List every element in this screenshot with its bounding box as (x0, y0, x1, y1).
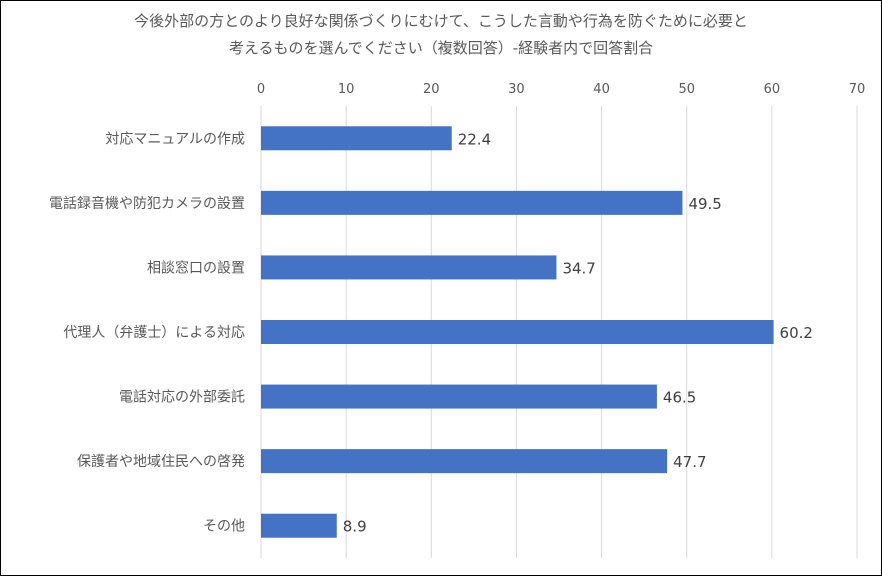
data-label: 34.7 (562, 259, 595, 277)
data-label: 47.7 (673, 453, 706, 471)
category-label: 保護者や地域住民への啓発 (77, 454, 245, 470)
category-labels: 対応マニュアルの作成電話録音機や防犯カメラの設置相談窓口の設置代理人（弁護士）に… (49, 131, 245, 534)
bar (261, 384, 657, 409)
category-label: 対応マニュアルの作成 (105, 131, 245, 147)
bar (261, 513, 337, 538)
data-label: 8.9 (343, 518, 367, 536)
bar (261, 320, 774, 344)
x-axis-ticks: 0 10 20 30 40 50 60 70 (257, 82, 865, 97)
x-tick-label: 60 (764, 82, 781, 97)
x-tick-label: 0 (257, 82, 265, 97)
data-label: 49.5 (688, 195, 721, 213)
category-label: 代理人（弁護士）による対応 (63, 325, 245, 341)
data-label: 60.2 (780, 324, 813, 342)
x-tick-label: 40 (593, 82, 610, 97)
chart-title: 今後外部の方とのより良好な関係づくりにむけて、こうした言動や行為を防ぐために必要… (0, 8, 882, 62)
x-tick-label: 10 (338, 82, 355, 97)
bar (261, 190, 683, 215)
bar (261, 255, 557, 280)
bar (261, 126, 452, 151)
data-label: 22.4 (458, 130, 491, 148)
bar (261, 449, 668, 474)
data-label: 46.5 (663, 389, 696, 407)
chart-title-line-1: 今後外部の方とのより良好な関係づくりにむけて、こうした言動や行為を防ぐために必要… (134, 12, 748, 30)
x-tick-label: 70 (849, 82, 866, 97)
x-tick-label: 30 (508, 82, 525, 97)
data-labels: 22.4 49.5 34.7 60.2 46.5 47.7 8.9 (343, 130, 813, 535)
category-label: その他 (203, 519, 245, 535)
chart-title-line-2: 考えるものを選んでください（複数回答）-経験者内で回答割合 (228, 39, 654, 57)
category-label: 電話録音機や防犯カメラの設置 (49, 195, 245, 212)
x-tick-label: 20 (423, 82, 440, 97)
x-tick-label: 50 (678, 82, 695, 97)
bars (261, 126, 774, 538)
category-label: 電話対応の外部委託 (119, 389, 245, 406)
category-label: 相談窓口の設置 (147, 259, 245, 276)
